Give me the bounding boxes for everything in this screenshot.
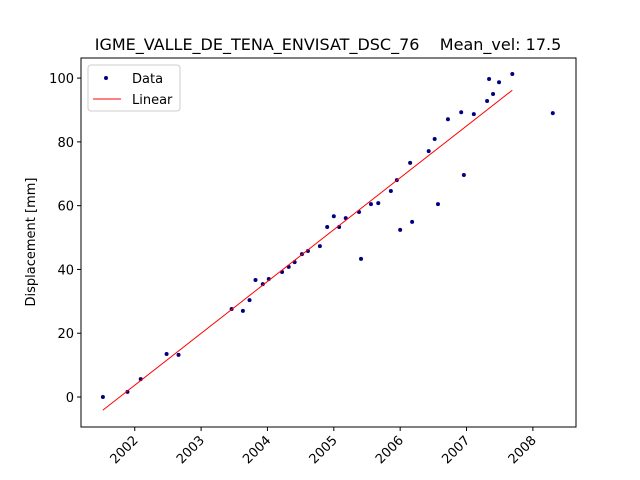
data-point (408, 160, 413, 165)
data-point (388, 188, 393, 193)
data-point (176, 352, 181, 357)
data-point (461, 173, 466, 178)
data-point (253, 277, 258, 282)
data-point (325, 225, 330, 230)
data-point (398, 227, 403, 232)
data-point (376, 201, 381, 206)
data-point (445, 117, 450, 122)
data-point (459, 110, 464, 115)
data-point (497, 80, 502, 85)
data-point (491, 92, 496, 97)
y-tick-label: 60 (57, 200, 74, 215)
legend-label: Linear (132, 93, 173, 108)
data-point (487, 77, 492, 82)
y-axis-label: Displacement [mm] (24, 178, 39, 307)
legend-marker (104, 76, 108, 80)
y-tick-label: 80 (57, 136, 74, 151)
y-tick-label: 100 (49, 72, 74, 87)
data-point (368, 202, 373, 207)
data-point (305, 248, 310, 253)
legend-label: Data (132, 72, 163, 87)
data-point (435, 202, 440, 207)
fit-line (102, 89, 513, 411)
y-tick-label: 0 (66, 391, 74, 406)
data-point (125, 389, 130, 394)
data-point (471, 112, 476, 117)
data-point (317, 244, 322, 249)
data-point (485, 99, 490, 104)
y-tick-label: 20 (57, 327, 74, 342)
data-point (331, 214, 336, 219)
y-tick-label: 40 (57, 263, 74, 278)
data-point (359, 256, 364, 261)
data-point (164, 351, 169, 356)
data-point (260, 282, 265, 287)
data-point (100, 395, 105, 400)
data-point (240, 308, 245, 313)
data-point (510, 71, 515, 76)
plot-frame (80, 57, 577, 428)
data-point (426, 149, 431, 154)
data-point (432, 137, 437, 142)
data-point (550, 111, 555, 116)
data-point (247, 298, 252, 303)
data-point (410, 219, 415, 224)
chart-title: IGME_VALLE_DE_TENA_ENVISAT_DSC_76 Mean_v… (95, 35, 562, 55)
